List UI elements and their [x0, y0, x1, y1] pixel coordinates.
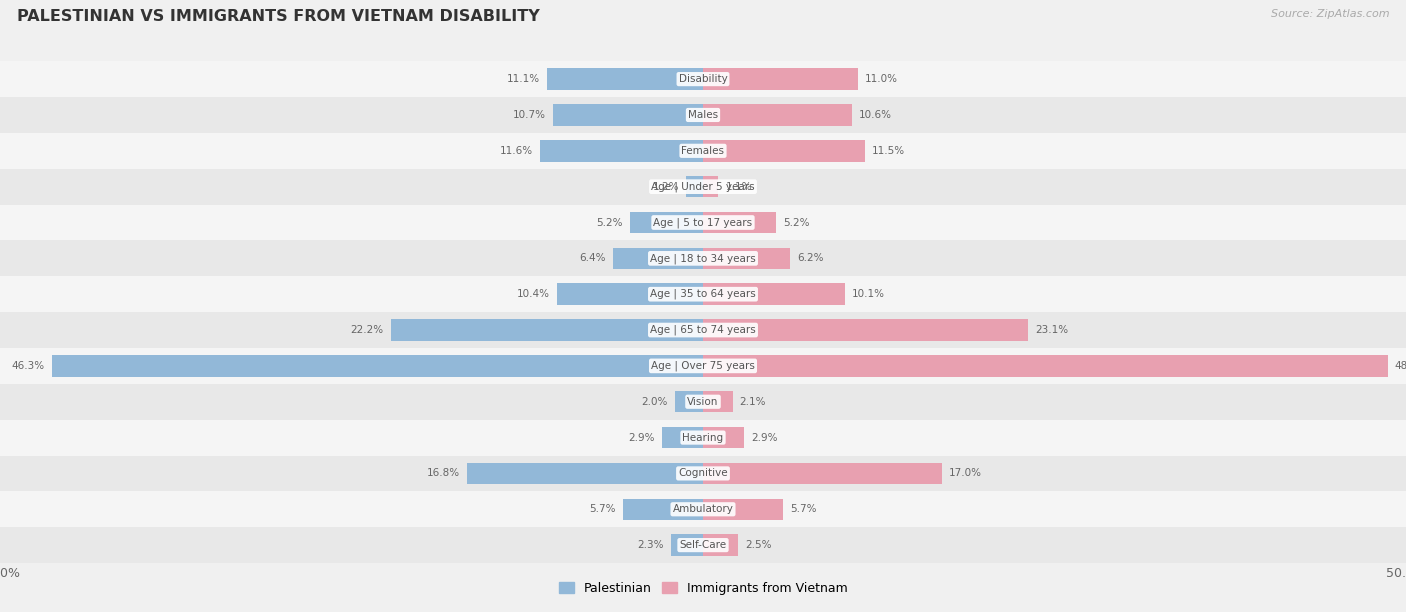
Bar [52, 355, 703, 376]
Bar [675, 391, 703, 412]
Bar [686, 176, 703, 198]
Text: Age | 65 to 74 years: Age | 65 to 74 years [650, 325, 756, 335]
Text: 5.7%: 5.7% [790, 504, 817, 514]
Bar [0, 348, 1406, 384]
Text: 17.0%: 17.0% [949, 468, 981, 479]
Bar [703, 283, 845, 305]
Text: 6.4%: 6.4% [579, 253, 606, 263]
Text: 22.2%: 22.2% [350, 325, 384, 335]
Text: PALESTINIAN VS IMMIGRANTS FROM VIETNAM DISABILITY: PALESTINIAN VS IMMIGRANTS FROM VIETNAM D… [17, 9, 540, 24]
Text: 2.5%: 2.5% [745, 540, 772, 550]
Text: 2.1%: 2.1% [740, 397, 766, 407]
Bar [0, 312, 1406, 348]
Text: Age | Under 5 years: Age | Under 5 years [651, 181, 755, 192]
Bar [0, 61, 1406, 97]
Text: 11.1%: 11.1% [506, 74, 540, 84]
Text: 11.5%: 11.5% [872, 146, 905, 156]
Text: 5.2%: 5.2% [596, 217, 623, 228]
Bar [671, 534, 703, 556]
Text: 2.0%: 2.0% [641, 397, 668, 407]
Text: Hearing: Hearing [682, 433, 724, 442]
Bar [703, 391, 733, 412]
Bar [703, 104, 852, 125]
Bar [391, 319, 703, 341]
Text: 46.3%: 46.3% [11, 361, 45, 371]
Text: Disability: Disability [679, 74, 727, 84]
Bar [703, 319, 1028, 341]
Text: Cognitive: Cognitive [678, 468, 728, 479]
Bar [0, 241, 1406, 276]
Bar [540, 140, 703, 162]
Text: Age | 18 to 34 years: Age | 18 to 34 years [650, 253, 756, 264]
Bar [0, 204, 1406, 241]
Bar [703, 355, 1388, 376]
Bar [0, 420, 1406, 455]
Text: 10.7%: 10.7% [513, 110, 546, 120]
Bar [0, 455, 1406, 491]
Bar [703, 499, 783, 520]
Text: 11.6%: 11.6% [499, 146, 533, 156]
Bar [0, 384, 1406, 420]
Text: Age | 35 to 64 years: Age | 35 to 64 years [650, 289, 756, 299]
Bar [662, 427, 703, 449]
Text: 10.6%: 10.6% [859, 110, 891, 120]
Bar [557, 283, 703, 305]
Text: 5.7%: 5.7% [589, 504, 616, 514]
Text: 2.9%: 2.9% [628, 433, 655, 442]
Text: Ambulatory: Ambulatory [672, 504, 734, 514]
Legend: Palestinian, Immigrants from Vietnam: Palestinian, Immigrants from Vietnam [554, 577, 852, 600]
Bar [0, 97, 1406, 133]
Text: Source: ZipAtlas.com: Source: ZipAtlas.com [1271, 9, 1389, 19]
Text: Females: Females [682, 146, 724, 156]
Bar [703, 140, 865, 162]
Text: 16.8%: 16.8% [426, 468, 460, 479]
Text: 11.0%: 11.0% [865, 74, 897, 84]
Bar [0, 169, 1406, 204]
Text: Self-Care: Self-Care [679, 540, 727, 550]
Bar [623, 499, 703, 520]
Bar [703, 427, 744, 449]
Bar [703, 69, 858, 90]
Bar [630, 212, 703, 233]
Text: Age | Over 75 years: Age | Over 75 years [651, 360, 755, 371]
Bar [703, 212, 776, 233]
Bar [467, 463, 703, 484]
Text: Age | 5 to 17 years: Age | 5 to 17 years [654, 217, 752, 228]
Bar [0, 527, 1406, 563]
Bar [613, 248, 703, 269]
Bar [0, 276, 1406, 312]
Text: 1.1%: 1.1% [725, 182, 752, 192]
Text: Males: Males [688, 110, 718, 120]
Text: 23.1%: 23.1% [1035, 325, 1069, 335]
Text: 10.4%: 10.4% [517, 289, 550, 299]
Text: 6.2%: 6.2% [797, 253, 824, 263]
Bar [703, 176, 718, 198]
Text: 2.9%: 2.9% [751, 433, 778, 442]
Text: Vision: Vision [688, 397, 718, 407]
Text: 2.3%: 2.3% [637, 540, 664, 550]
Bar [0, 491, 1406, 527]
Bar [553, 104, 703, 125]
Bar [547, 69, 703, 90]
Bar [703, 248, 790, 269]
Text: 1.2%: 1.2% [652, 182, 679, 192]
Bar [0, 133, 1406, 169]
Bar [703, 534, 738, 556]
Bar [703, 463, 942, 484]
Text: 48.7%: 48.7% [1395, 361, 1406, 371]
Text: 10.1%: 10.1% [852, 289, 884, 299]
Text: 5.2%: 5.2% [783, 217, 810, 228]
